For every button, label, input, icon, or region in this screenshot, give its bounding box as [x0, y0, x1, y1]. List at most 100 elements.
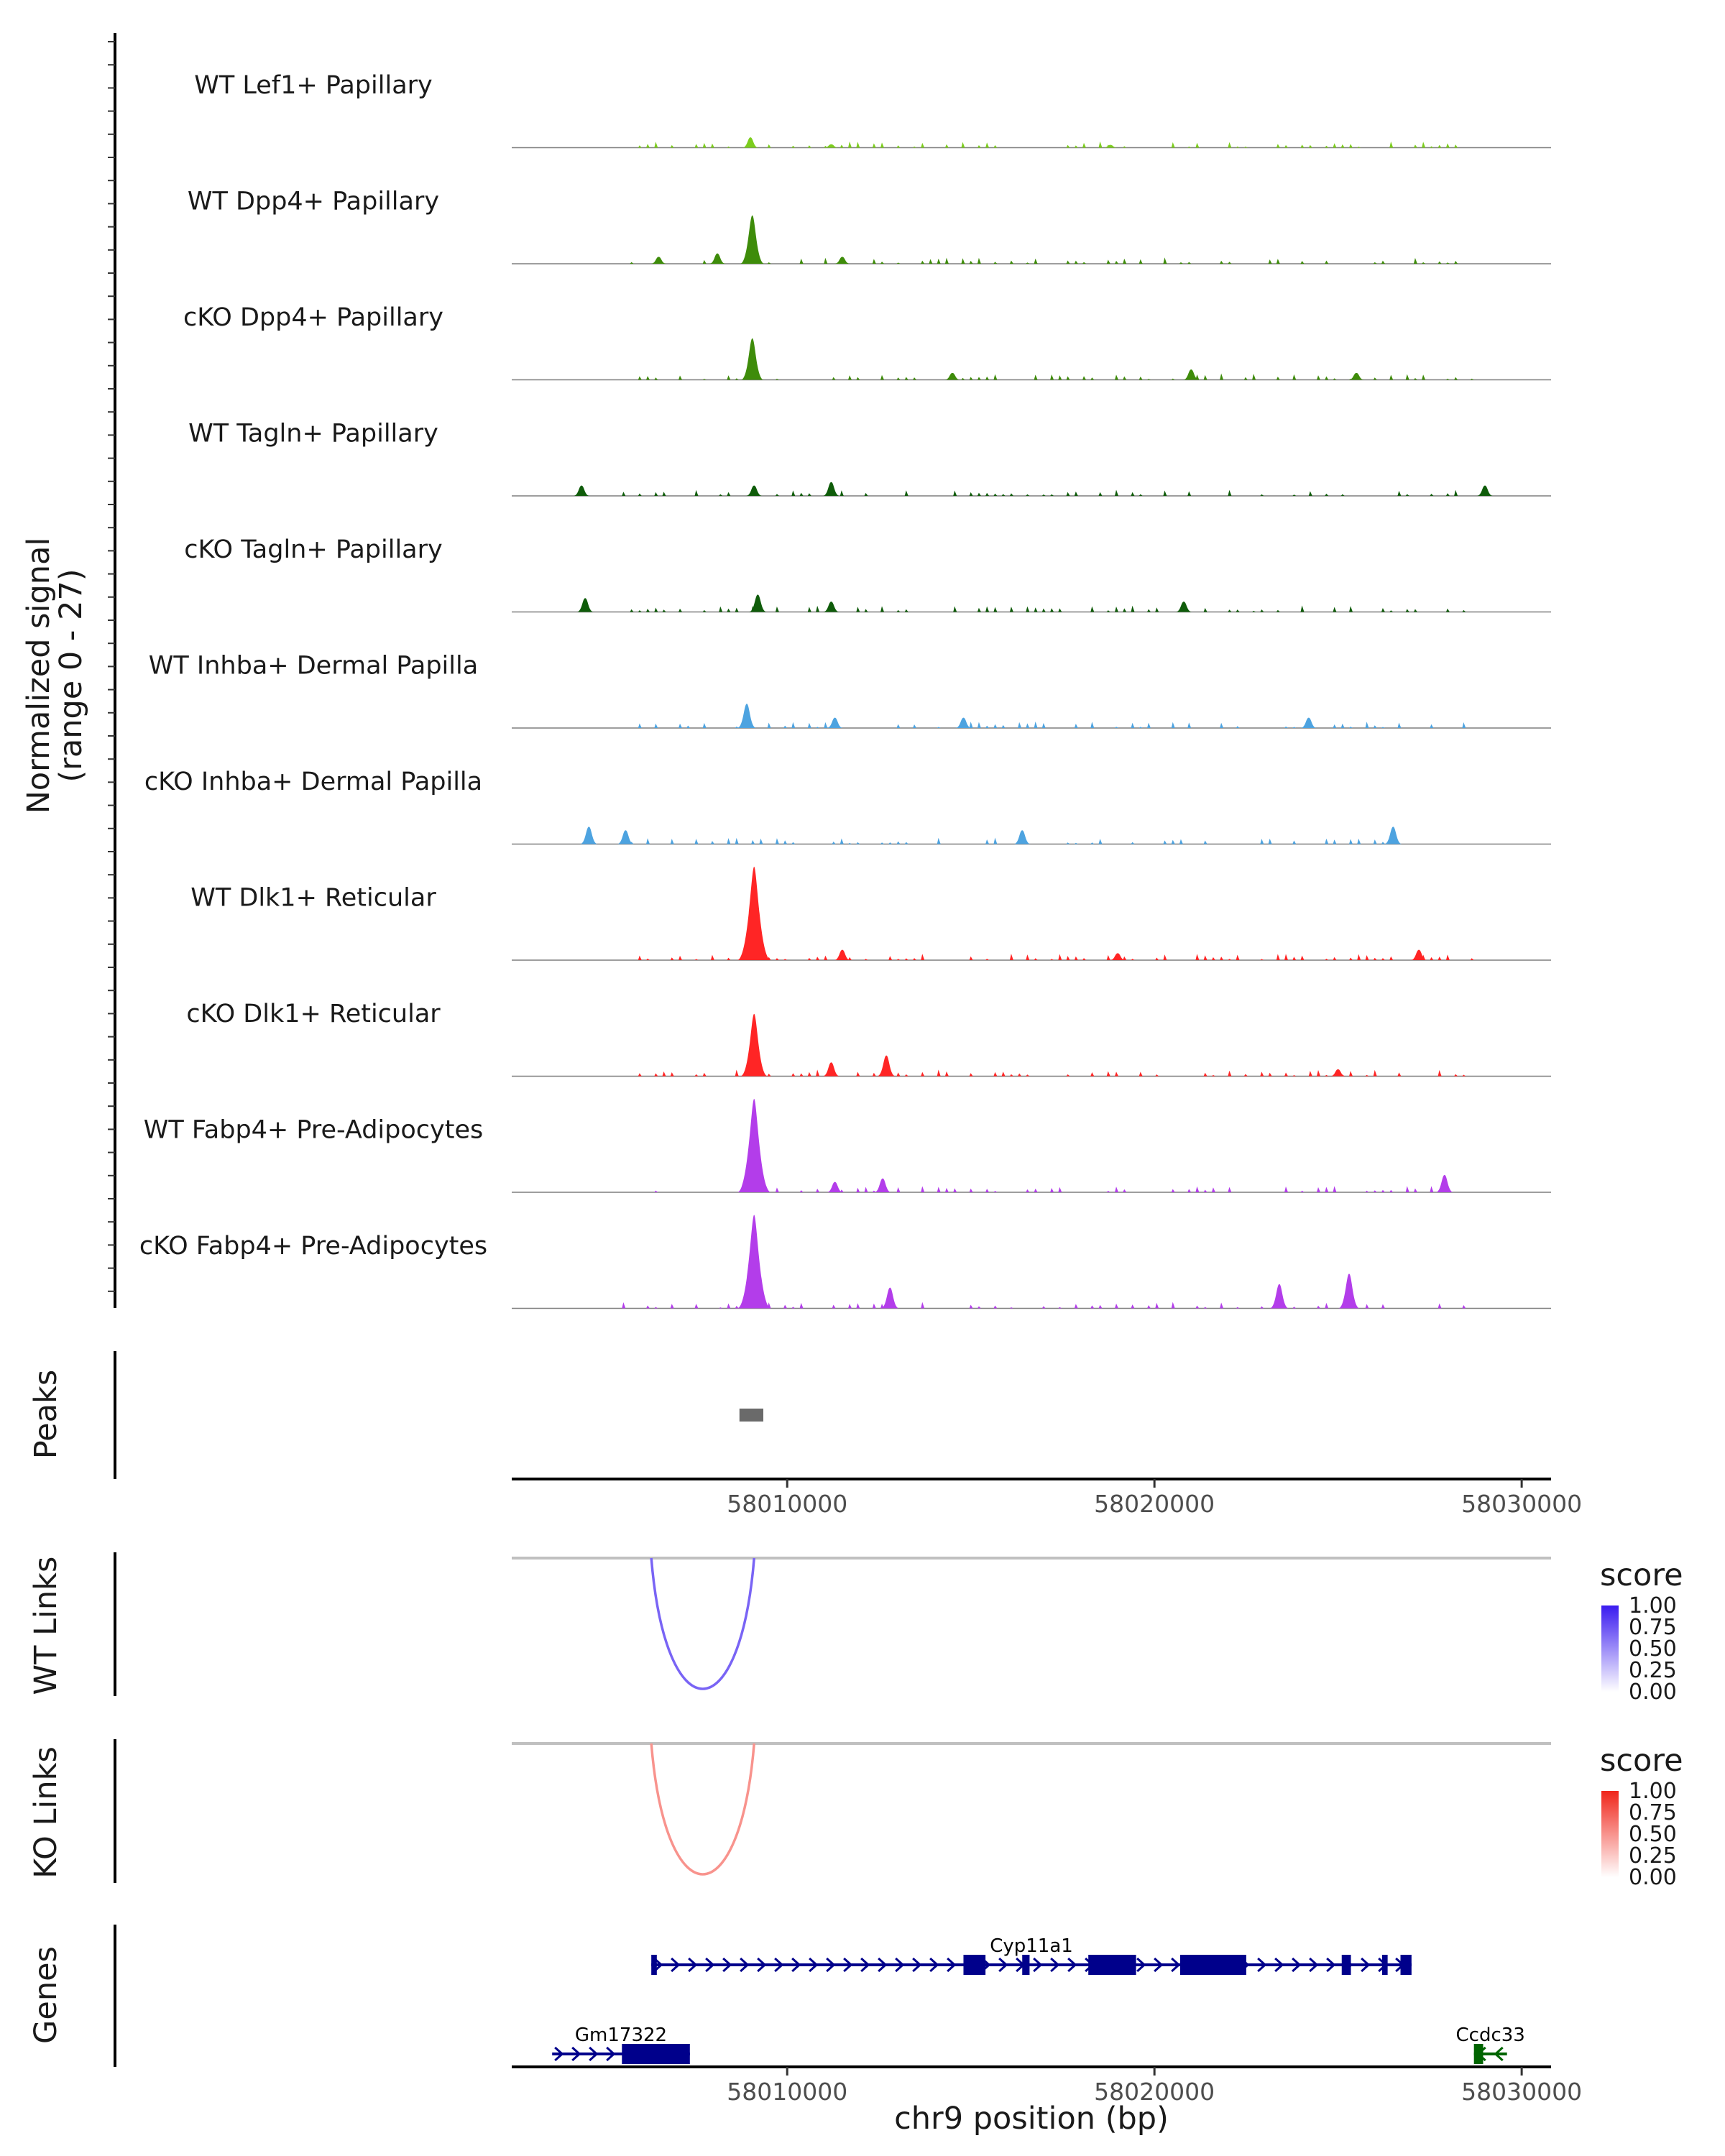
coverage-track-label: WT Dpp4+ Papillary — [188, 188, 439, 216]
gene-strand-arrow — [843, 1957, 853, 1973]
wt-legend-colorbar — [1601, 1606, 1619, 1692]
coverage-ylabel-range: (range 0 - 27) — [53, 568, 89, 782]
coverage-peak — [1175, 602, 1192, 612]
gene-strand-arrow — [791, 1957, 801, 1973]
coverage-peak — [1338, 1273, 1360, 1309]
peak-region — [739, 1409, 764, 1422]
gene-strand-arrow — [1050, 1957, 1060, 1973]
wt-score-legend: score 1.00 0.75 0.50 0.25 0.00 — [1600, 1557, 1683, 1705]
coverage-track-5: WT Inhba+ Dermal Papilla — [149, 652, 1551, 729]
gene-strand-arrow — [1361, 1957, 1371, 1973]
ko-legend-tick-075: 0.75 — [1629, 1800, 1677, 1825]
link-arc — [650, 1743, 755, 1876]
wt-legend-tick-050: 0.50 — [1629, 1636, 1677, 1662]
gene-strand-arrow — [878, 1957, 888, 1973]
coverage-noise — [654, 1186, 1434, 1192]
coverage-noise — [630, 605, 1466, 612]
gene-strand-arrow — [809, 1957, 819, 1973]
coverage-peak — [617, 830, 635, 844]
coverage-peak — [650, 257, 667, 264]
coverage-track-10: cKO Fabp4+ Pre-Adipocytes — [139, 1215, 1551, 1309]
coverage-peak — [1384, 826, 1402, 844]
ko-legend-tick-000: 0.00 — [1629, 1865, 1677, 1890]
coverage-track-label: cKO Inhba+ Dermal Papilla — [144, 768, 482, 796]
coverage-track-2: cKO Dpp4+ Papillary — [183, 303, 1551, 381]
ko-score-legend: score 1.00 0.75 0.50 0.25 0.00 — [1600, 1743, 1683, 1890]
coverage-peak — [823, 602, 840, 612]
gene-strand-arrow — [1274, 1957, 1284, 1973]
gene-strand-arrow — [554, 2046, 564, 2062]
coverage-peak — [1410, 949, 1427, 960]
coverage-peak — [880, 1287, 900, 1309]
gene-exon — [1088, 1955, 1136, 1975]
gene-strand-arrow — [1494, 2046, 1504, 2062]
wt-legend-tick-075: 0.75 — [1629, 1615, 1677, 1640]
gene-label: Gm17322 — [575, 2024, 667, 2046]
coverage-peak — [748, 594, 767, 612]
gene-strand-arrow — [1136, 1957, 1146, 1973]
gene-exon — [1400, 1955, 1412, 1975]
ko-legend-tick-100: 1.00 — [1629, 1779, 1677, 1804]
x-top-tick-label: 58020000 — [1094, 1490, 1215, 1518]
gene-strand-arrow — [860, 1957, 870, 1973]
coverage-track-label: cKO Fabp4+ Pre-Adipocytes — [139, 1232, 487, 1261]
ko-links-track-label: KO Links — [28, 1746, 64, 1879]
coverage-peak — [827, 717, 844, 728]
gene-strand-arrow — [929, 1957, 939, 1973]
links-arcs — [512, 1557, 1551, 1876]
coverage-track-6: cKO Inhba+ Dermal Papilla — [144, 768, 1551, 845]
wt-links-track-label: WT Links — [28, 1557, 64, 1695]
coverage-peak — [1110, 953, 1126, 960]
coverage-track-0: WT Lef1+ Papillary — [194, 71, 1551, 149]
gene-strand-arrow — [1292, 1957, 1302, 1973]
gene-models: Cyp11a1 Gm17322 Ccdc33 — [552, 1935, 1525, 2064]
gene-Cyp11a1: Cyp11a1 — [651, 1935, 1412, 1975]
coverage-noise — [622, 1302, 1466, 1309]
gene-strand-arrow — [740, 1957, 750, 1973]
coverage-y-ticks — [108, 41, 115, 1292]
coverage-peak — [944, 372, 961, 380]
coverage-noise — [630, 257, 1458, 264]
coverage-track-label: WT Tagln+ Papillary — [188, 420, 438, 448]
coverage-noise — [638, 141, 1458, 148]
wt-legend-tick-100: 1.00 — [1629, 1593, 1677, 1618]
coverage-track-8: cKO Dlk1+ Reticular — [186, 1000, 1551, 1077]
coverage-track-3: WT Tagln+ Papillary — [188, 420, 1551, 497]
gene-strand-arrow — [1309, 1957, 1319, 1973]
coverage-peak — [576, 598, 594, 612]
coverage-peak — [1435, 1174, 1454, 1192]
x-bottom-tick-label: 58030000 — [1461, 2078, 1582, 2106]
gene-strand-arrow — [722, 1957, 732, 1973]
coverage-peak — [1330, 1069, 1346, 1077]
coverage-peak — [1476, 485, 1494, 496]
gene-strand-arrow — [1257, 1957, 1267, 1973]
gene-strand-arrow — [826, 1957, 836, 1973]
coverage-peak — [745, 485, 763, 496]
gene-exon — [651, 1955, 657, 1975]
x-axis-bottom-ticks: 58010000 58020000 58030000 — [727, 2067, 1582, 2106]
gene-strand-arrow — [912, 1957, 922, 1973]
gene-label: Cyp11a1 — [990, 1935, 1073, 1957]
gene-strand-arrow — [1033, 1957, 1043, 1973]
peaks-regions — [739, 1409, 764, 1422]
coverage-noise — [638, 954, 1474, 960]
coverage-peak — [827, 1181, 844, 1192]
gene-exon — [1179, 1955, 1246, 1975]
gene-label: Ccdc33 — [1456, 2024, 1525, 2046]
coverage-peak — [737, 1099, 771, 1192]
coverage-peak — [573, 485, 590, 496]
gene-strand-arrow — [895, 1957, 905, 1973]
ko-legend-tick-025: 0.25 — [1629, 1843, 1677, 1869]
coverage-peak — [709, 253, 726, 264]
gene-strand-arrow — [1326, 1957, 1336, 1973]
coverage-peak — [874, 1178, 892, 1192]
coverage-noise — [630, 837, 1394, 844]
coverage-peak — [834, 257, 850, 264]
gene-exon — [1341, 1955, 1351, 1975]
gene-strand-arrow — [1171, 1957, 1181, 1973]
coverage-noise — [638, 373, 1474, 380]
coverage-tracks: WT Lef1+ Papillary WT Dpp4+ Papillary cKO … — [139, 71, 1551, 1309]
coverage-noise — [638, 722, 1466, 728]
x-top-tick-label: 58010000 — [727, 1490, 847, 1518]
wt-legend-tick-000: 0.00 — [1629, 1680, 1677, 1705]
